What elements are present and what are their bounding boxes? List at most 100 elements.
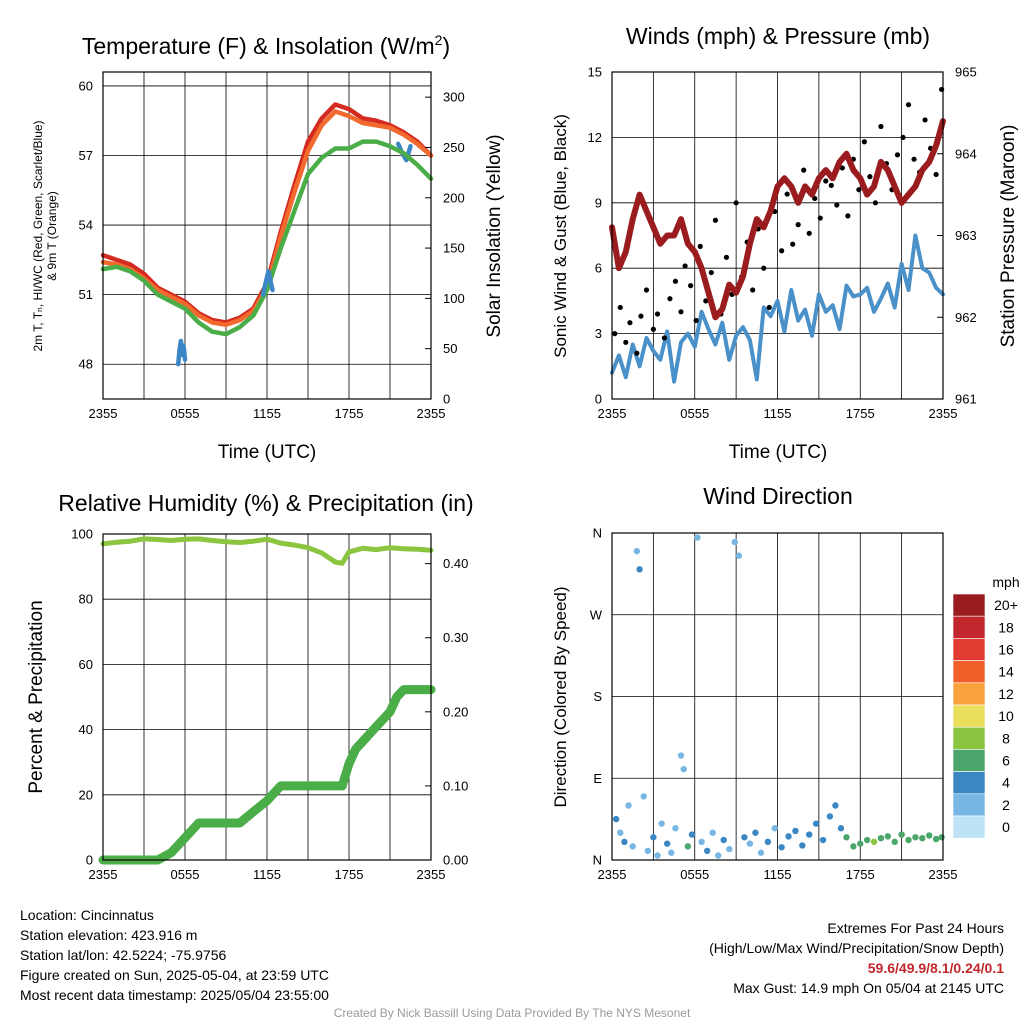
direction-point	[625, 802, 632, 809]
humidity-ytick-label: 80	[79, 592, 93, 607]
direction-point	[636, 566, 643, 573]
direction-point	[785, 833, 792, 840]
pressure-line	[609, 118, 946, 321]
gust-point	[905, 102, 912, 108]
direction-frame	[611, 532, 944, 861]
gust-point	[845, 213, 851, 219]
gust-point	[911, 156, 917, 162]
direction-xtick-label: 1755	[846, 867, 875, 882]
winds-ytick-label: 12	[588, 130, 602, 145]
gust-point	[784, 191, 790, 197]
winds-y2tick-label: 965	[955, 65, 977, 80]
winds-y2tick-label: 961	[955, 392, 977, 407]
gust-point	[733, 200, 739, 206]
direction-point	[850, 843, 857, 850]
winds-y-ticks: 0 3 6 9 12 15	[588, 65, 602, 407]
direction-point	[905, 836, 912, 844]
humidity-y2tick-label: 0.10	[443, 778, 468, 793]
direction-point	[926, 832, 933, 839]
insolation-ylabel: Solar Insolation (Yellow)	[484, 134, 505, 337]
temperature-line	[260, 269, 275, 297]
colorbar-label: 6	[1002, 753, 1010, 769]
temperature-ytick-label: 54	[79, 218, 93, 233]
colorbar-label: 0	[1002, 819, 1010, 835]
colorbar-label: 8	[1002, 730, 1010, 746]
temperature-y2tick-label: 300	[443, 90, 465, 105]
direction-point	[863, 836, 871, 844]
max-gust: Max Gust: 14.9 mph On 05/04 at 2145 UTC	[733, 980, 1004, 996]
colorbar-swatch	[952, 771, 986, 795]
temperature-series	[100, 102, 434, 367]
temperature-y-ticks: 48 51 54 57 60	[79, 78, 93, 371]
gust-point	[823, 178, 829, 184]
winds-ytick-label: 15	[588, 65, 602, 80]
direction-point	[819, 836, 827, 844]
temperature-ytick-label: 48	[79, 357, 93, 372]
direction-point	[612, 815, 620, 823]
gust-point	[779, 248, 785, 254]
direction-xtick-label: 2355	[598, 867, 627, 882]
temperature-ytick-label: 57	[79, 148, 93, 163]
station-latlon: Station lat/lon: 42.5224; -75.9756	[20, 947, 227, 963]
sonic-wind-line	[610, 233, 945, 384]
direction-point	[799, 842, 806, 849]
direction-point	[633, 547, 641, 555]
direction-xtick-label: 1155	[764, 867, 792, 882]
gust-point	[661, 335, 668, 341]
humidity-ytick-label: 0	[86, 853, 93, 868]
gust-point	[922, 117, 928, 123]
gust-point	[806, 230, 812, 236]
gust-point	[712, 217, 719, 223]
humidity-xtick-label: 0555	[171, 867, 200, 882]
humidity-y2tick-label: 0.40	[443, 556, 468, 571]
humidity-grid	[102, 533, 432, 861]
winds-ytick-label: 0	[595, 392, 602, 407]
temperature-xtick-label: 2355	[417, 406, 446, 421]
direction-point	[617, 829, 624, 836]
gust-point	[678, 309, 684, 315]
humidity-xtick-label: 1755	[335, 867, 364, 882]
gust-point	[688, 283, 694, 289]
gust-point	[672, 278, 679, 284]
gust-point	[795, 222, 801, 228]
winds-y2tick-label: 964	[955, 146, 977, 161]
direction-point	[640, 793, 647, 800]
humidity-y2tick-label: 0.30	[443, 630, 468, 645]
colorbar-label: 12	[998, 686, 1014, 702]
direction-y-ticks: N E S W N	[590, 526, 603, 868]
humidity-panel: Relative Humidity (%) & Precipitation (i…	[26, 490, 474, 882]
direction-ytick-label: E	[593, 771, 602, 786]
humidity-ytick-label: 20	[79, 787, 93, 802]
direction-point	[826, 813, 834, 820]
direction-point	[694, 534, 701, 541]
gust-point	[790, 241, 796, 247]
direction-point	[677, 752, 685, 759]
colorbar-swatch	[952, 660, 986, 684]
gust-point	[723, 254, 730, 260]
humidity-x-ticks: 2355 0555 1155 1755 2355	[89, 867, 446, 882]
direction-point	[720, 836, 727, 844]
direction-point	[726, 845, 733, 853]
direction-point	[731, 538, 738, 546]
colorbar-swatch	[952, 749, 986, 772]
colorbar-swatch	[952, 593, 986, 617]
precip-line	[98, 685, 436, 865]
gust-point	[872, 200, 879, 206]
colorbar-swatch	[952, 704, 986, 728]
winds-xlabel: Time (UTC)	[729, 442, 828, 463]
gust-point	[900, 134, 906, 140]
direction-point	[668, 849, 675, 856]
direction-point	[891, 838, 898, 846]
humidity-ylabel: Percent & Precipitation	[26, 600, 47, 793]
colorbar-label: 14	[998, 664, 1014, 680]
direction-point	[621, 838, 628, 846]
humidity-xtick-label: 2355	[89, 867, 118, 882]
winds-ytick-label: 6	[595, 261, 602, 276]
winds-xtick-label: 1155	[764, 406, 792, 421]
direction-point	[857, 840, 864, 847]
temperature-xtick-label: 1155	[253, 406, 281, 421]
temperature-line	[175, 338, 188, 367]
direction-point	[684, 843, 692, 850]
direction-point	[764, 838, 772, 846]
extremes-info: Extremes For Past 24 Hours (High/Low/Max…	[709, 918, 1004, 998]
